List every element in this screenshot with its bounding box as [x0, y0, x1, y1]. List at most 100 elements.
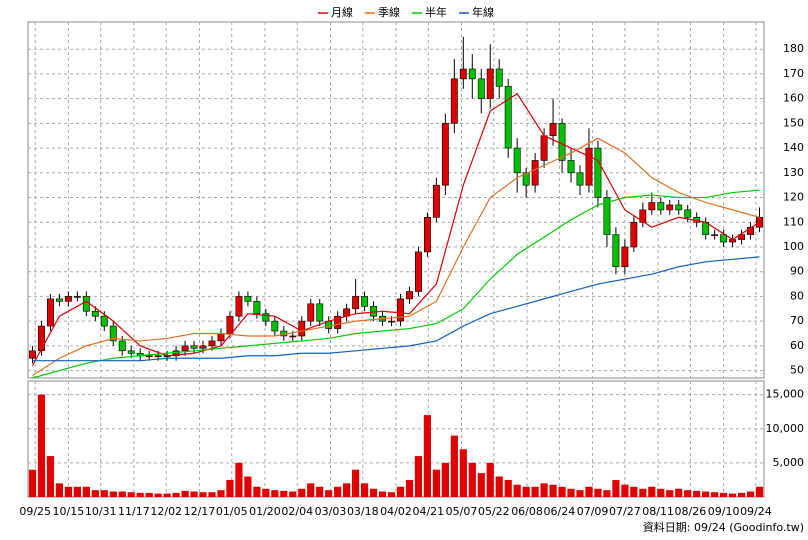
candle-body [585, 147, 593, 186]
y-tick-label: 120 [783, 191, 804, 204]
candle-body [450, 78, 458, 124]
candle-body [64, 296, 72, 302]
volume-bar [746, 491, 755, 497]
volume-bar [28, 469, 37, 497]
volume-bar [172, 492, 180, 497]
volume-bar [316, 486, 324, 497]
y-tick-label: 10,000 [766, 422, 805, 435]
y-tick-label: 80 [790, 289, 804, 302]
volume-bar [657, 488, 665, 497]
x-tick-label: 01/05 [216, 505, 248, 518]
volume-bar [432, 469, 440, 497]
candle-body [684, 209, 692, 218]
volume-bar [334, 486, 342, 497]
x-tick-label: 07/09 [577, 505, 609, 518]
candle-body [621, 246, 629, 268]
candle-body [720, 234, 728, 243]
candle-body [289, 335, 297, 338]
volume-bar [504, 479, 512, 497]
legend-label: 年線 [472, 5, 494, 19]
candle-body [612, 234, 620, 268]
candle-body [307, 303, 315, 322]
candle-body [594, 147, 602, 198]
volume-bar [423, 415, 432, 497]
y-tick-label: 130 [783, 166, 804, 179]
x-tick-label: 10/15 [53, 505, 85, 518]
y-tick-label: 110 [783, 215, 804, 228]
ma-line [32, 189, 760, 379]
volume-bar [190, 491, 198, 497]
candle-body [630, 221, 638, 248]
volume-bar [648, 486, 656, 497]
volume-bar [136, 492, 144, 497]
volume-bar [244, 476, 252, 497]
x-tick-label: 08/11 [642, 505, 674, 518]
candle-body [504, 85, 512, 149]
candle-body [298, 320, 306, 337]
volume-bar [549, 484, 557, 497]
volume-bar [154, 493, 162, 497]
volume-bar [720, 492, 728, 497]
volume-bar [199, 492, 207, 497]
candle-body [477, 78, 485, 99]
volume-bar [702, 491, 710, 497]
volume-bar [55, 483, 64, 497]
volume-bar [468, 462, 476, 497]
candle-body [549, 123, 557, 137]
volume-bar [100, 490, 108, 497]
volume-bar [513, 484, 521, 497]
candle-body [495, 68, 503, 87]
candle-body [567, 160, 575, 174]
candle-body [217, 333, 225, 342]
volume-bar [755, 486, 764, 497]
volume-bar [307, 483, 315, 497]
volume-bar [289, 491, 297, 497]
y-tick-label: 90 [790, 265, 804, 278]
volume-bar [585, 486, 593, 497]
candle-body [522, 172, 530, 186]
legend-label: 月線 [331, 5, 353, 19]
y-tick-label: 60 [790, 339, 804, 352]
volume-bar [208, 492, 216, 497]
candle-body [127, 350, 135, 354]
y-tick-label: 50 [790, 364, 804, 377]
candle-body [100, 315, 108, 327]
candle-body [576, 172, 584, 186]
candle-body [370, 306, 378, 317]
candle-body [531, 160, 539, 186]
volume-bar [46, 456, 55, 497]
volume-bar [693, 490, 701, 497]
candle-body [73, 296, 81, 298]
x-tick-label: 02/04 [281, 505, 313, 518]
volume-bar [91, 490, 99, 497]
candle-body [657, 202, 665, 211]
candle-body [648, 202, 656, 211]
volume-bar [495, 476, 503, 497]
y-tick-label: 150 [783, 116, 804, 129]
volume-bar [271, 490, 279, 497]
volume-bar [253, 486, 261, 497]
volume-bar [343, 483, 351, 497]
candle-body [711, 234, 719, 236]
volume-bar [540, 483, 548, 497]
candle-body [666, 204, 674, 211]
candle-body [639, 209, 647, 223]
candle-body [406, 291, 413, 300]
x-tick-label: 10/31 [85, 505, 117, 518]
candle-body [91, 310, 99, 317]
volume-bar [163, 493, 171, 497]
x-tick-label: 05/22 [478, 505, 510, 518]
x-tick-label: 08/26 [675, 505, 707, 518]
volume-bar [127, 492, 135, 497]
volume-bar [666, 490, 674, 497]
y-tick-label: 100 [783, 240, 804, 253]
volume-bar [612, 479, 620, 497]
candle-body [361, 296, 369, 307]
ma-line [32, 137, 760, 377]
volume-bar [360, 483, 369, 497]
x-tick-label: 03/18 [347, 505, 379, 518]
volume-bar [558, 486, 566, 497]
x-tick-label: 09/25 [19, 505, 51, 518]
volume-bar [73, 486, 81, 497]
